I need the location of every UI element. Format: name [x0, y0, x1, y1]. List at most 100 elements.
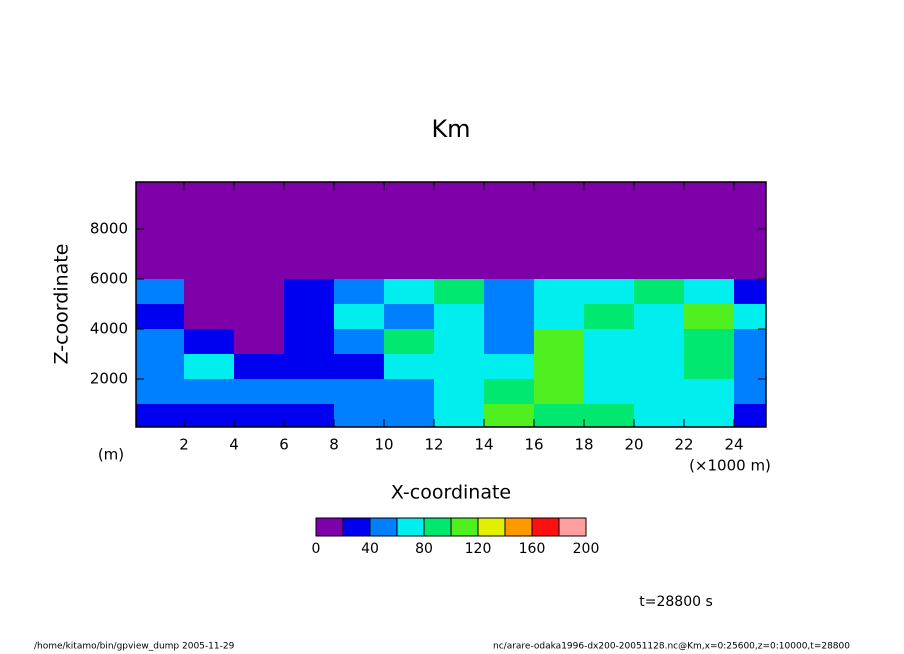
cell: [234, 379, 285, 405]
cell: [684, 229, 735, 255]
cell: [484, 329, 535, 355]
cell: [136, 329, 185, 355]
colorbar-tick-label: 80: [415, 541, 433, 557]
cell: [634, 354, 685, 380]
cell: [734, 182, 766, 205]
cell: [634, 304, 685, 330]
cell: [734, 229, 766, 255]
cell: [284, 279, 335, 305]
plot-frame: [135, 181, 767, 428]
cell: [684, 254, 735, 280]
cell: [184, 354, 235, 380]
cell: [734, 354, 766, 380]
cell: [684, 404, 735, 427]
cell: [584, 279, 635, 305]
cell: [584, 329, 635, 355]
x-tick-label: 18: [574, 436, 593, 454]
cell: [484, 304, 535, 330]
cell: [684, 354, 735, 380]
cell: [634, 329, 685, 355]
cell: [136, 379, 185, 405]
cell: [284, 254, 335, 280]
cell: [634, 404, 685, 427]
colorbar-tick-label: 120: [465, 541, 492, 557]
cell: [184, 254, 235, 280]
colorbar-box: [315, 517, 344, 537]
cell: [434, 254, 485, 280]
cell: [534, 404, 585, 427]
cell: [284, 182, 335, 205]
cell: [384, 404, 435, 427]
chart-title: Km: [431, 115, 470, 143]
cell: [384, 354, 435, 380]
cell: [684, 329, 735, 355]
cell: [284, 204, 335, 230]
x-unit: (×1000 m): [689, 457, 771, 475]
cell: [184, 404, 235, 427]
cell: [484, 354, 535, 380]
cell: [434, 229, 485, 255]
cell: [484, 254, 535, 280]
cell: [234, 304, 285, 330]
y-axis-label: Z-coordinate: [51, 244, 73, 365]
cell: [334, 254, 385, 280]
cell: [234, 204, 285, 230]
y-unit: (m): [98, 446, 124, 464]
cell: [684, 182, 735, 205]
cell: [136, 279, 185, 305]
cell: [434, 279, 485, 305]
cell: [634, 204, 685, 230]
cell: [136, 229, 185, 255]
cell: [684, 379, 735, 405]
annotation: t=28800 s: [639, 594, 713, 610]
cell: [534, 204, 585, 230]
cell: [284, 354, 335, 380]
cell: [136, 304, 185, 330]
cell: [534, 304, 585, 330]
footer-left: /home/kitamo/bin/gpview_dump 2005-11-29: [34, 642, 235, 652]
cell: [434, 304, 485, 330]
cell: [136, 204, 185, 230]
cell: [484, 379, 535, 405]
cell: [534, 229, 585, 255]
cell: [184, 229, 235, 255]
field: [136, 182, 766, 427]
colorbar-box: [423, 517, 452, 537]
cell: [534, 279, 585, 305]
cell: [384, 229, 435, 255]
y-tick-label: 6000: [90, 270, 128, 288]
cell: [234, 354, 285, 380]
x-axis-label: X-coordinate: [391, 482, 511, 504]
y-tick-label: 2000: [90, 370, 128, 388]
cell: [534, 329, 585, 355]
cell: [534, 182, 585, 205]
cell: [434, 379, 485, 405]
x-tick-label: 16: [524, 436, 543, 454]
cell: [136, 254, 185, 280]
cell: [584, 379, 635, 405]
cell: [634, 254, 685, 280]
x-tick-label: 10: [374, 436, 393, 454]
cell: [484, 229, 535, 255]
cell: [284, 379, 335, 405]
cell: [434, 404, 485, 427]
cell: [534, 379, 585, 405]
cell: [584, 354, 635, 380]
cell: [384, 304, 435, 330]
cell: [334, 354, 385, 380]
cell: [484, 279, 535, 305]
colorbar-tick-label: 160: [519, 541, 546, 557]
cell: [284, 329, 335, 355]
cell: [234, 229, 285, 255]
cell: [334, 329, 385, 355]
colorbar-box: [558, 517, 587, 537]
cell: [284, 404, 335, 427]
cell: [184, 304, 235, 330]
cell: [384, 379, 435, 405]
cell: [234, 329, 285, 355]
cell: [684, 279, 735, 305]
cell: [184, 182, 235, 205]
cell: [584, 404, 635, 427]
y-tick-label: 4000: [90, 320, 128, 338]
